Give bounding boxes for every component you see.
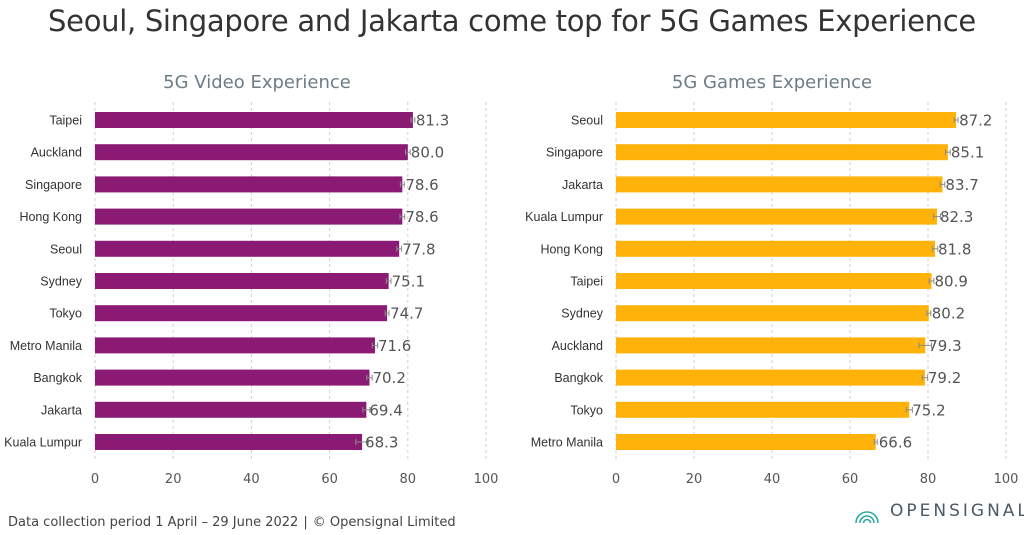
data-label: 74.7: [390, 305, 423, 323]
data-label: 78.6: [405, 208, 438, 226]
category-label: Metro Manila: [10, 339, 82, 353]
bar: [95, 240, 400, 257]
x-tick-label: 60: [321, 472, 338, 487]
category-label: Singapore: [546, 146, 603, 160]
data-label: 77.8: [402, 240, 435, 258]
category-label: Singapore: [25, 178, 82, 192]
category-label: Kuala Lumpur: [4, 436, 82, 450]
category-label: Taipei: [49, 114, 82, 128]
bar: [616, 273, 932, 289]
bar: [616, 401, 910, 418]
category-label: Sydney: [561, 307, 603, 321]
category-label: Auckland: [31, 146, 82, 160]
x-tick-label: 20: [165, 472, 182, 487]
category-label: Seoul: [50, 242, 82, 256]
category-label: Tokyo: [570, 403, 603, 417]
data-label: 70.2: [372, 369, 405, 387]
category-label: Bangkok: [33, 371, 82, 385]
x-tick-label: 80: [920, 472, 937, 487]
data-label: 80.2: [932, 305, 965, 323]
x-tick-label: 20: [686, 472, 703, 487]
brand-logo: OPENSIGNAL: [852, 497, 1024, 525]
data-label: 83.7: [945, 176, 978, 194]
bar: [95, 144, 408, 161]
bar: [95, 176, 403, 193]
bar: [616, 337, 926, 354]
data-label: 66.6: [879, 434, 912, 452]
opensignal-logo-icon: [855, 511, 879, 524]
category-label: Hong Kong: [540, 242, 603, 256]
data-label: 68.3: [365, 434, 398, 452]
category-label: Seoul: [571, 114, 603, 128]
data-label: 79.2: [928, 369, 961, 387]
category-label: Kuala Lumpur: [525, 210, 603, 224]
bar: [616, 176, 943, 193]
bar: [95, 208, 403, 225]
data-label: 78.6: [405, 176, 438, 194]
chart-title: 5G Games Experience: [672, 72, 872, 93]
category-label: Tokyo: [49, 307, 82, 321]
copyright-notice: © Opensignal Limited: [312, 515, 456, 530]
x-tick-label: 0: [612, 472, 620, 487]
data-label: 69.4: [369, 401, 402, 419]
category-label: Auckland: [552, 339, 603, 353]
page-title: Seoul, Singapore and Jakarta come top fo…: [48, 4, 976, 38]
data-label: 75.1: [392, 273, 425, 291]
chart-title: 5G Video Experience: [163, 72, 351, 93]
category-label: Metro Manila: [531, 436, 603, 450]
bar: [616, 208, 937, 225]
category-label: Jakarta: [41, 403, 82, 417]
x-tick-label: 100: [994, 472, 1019, 487]
category-label: Jakarta: [562, 178, 603, 192]
category-label: Bangkok: [554, 371, 603, 385]
bar: [95, 369, 370, 386]
bar: [616, 144, 948, 161]
category-label: Sydney: [40, 275, 82, 289]
data-label: 79.3: [928, 337, 961, 355]
x-tick-label: 100: [474, 472, 499, 487]
data-label: 80.9: [935, 273, 968, 291]
brand-name: OPENSIGNAL: [890, 501, 1024, 521]
bar: [95, 337, 375, 354]
x-tick-label: 40: [243, 472, 260, 487]
data-label: 81.3: [416, 112, 449, 130]
category-label: Hong Kong: [19, 210, 82, 224]
bar: [616, 369, 925, 386]
data-label: 75.2: [912, 401, 945, 419]
data-label: 81.8: [938, 240, 971, 258]
bar: [616, 305, 929, 322]
category-label: Taipei: [570, 275, 603, 289]
footer: Data collection period 1 April – 29 June…: [8, 515, 456, 530]
bar: [95, 434, 363, 450]
data-label: 80.0: [411, 144, 444, 162]
x-tick-label: 0: [91, 472, 99, 487]
x-tick-label: 40: [764, 472, 781, 487]
x-tick-label: 60: [842, 472, 859, 487]
bar: [616, 240, 936, 257]
bar: [95, 112, 413, 128]
bar: [616, 434, 876, 450]
x-tick-label: 80: [400, 472, 417, 487]
chart-panel-2: 0 20 40 60 80 100 5G Games Experience Seoul 87.2…: [525, 72, 1018, 487]
chart-panel-1: 0 20 40 60 80 100 5G Video Experience Taipei 81.…: [4, 72, 498, 487]
data-label: 82.3: [940, 208, 973, 226]
bar: [95, 401, 367, 418]
footer-separator: |: [303, 515, 308, 530]
data-label: 87.2: [959, 112, 992, 130]
bar: [616, 112, 957, 128]
bar: [95, 305, 388, 322]
data-label: 85.1: [951, 144, 984, 162]
data-collection-period: Data collection period 1 April – 29 June…: [8, 515, 299, 530]
data-label: 71.6: [378, 337, 411, 355]
bar: [95, 273, 389, 289]
